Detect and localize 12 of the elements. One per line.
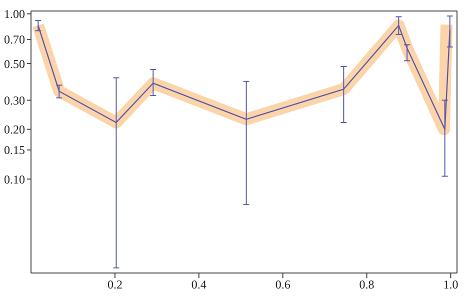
y-tick-label: 0.70 <box>4 32 25 47</box>
y-tick-label: 0.50 <box>4 56 25 71</box>
y-tick-label: 0.10 <box>4 172 25 186</box>
y-tick-label: 0.20 <box>4 122 25 137</box>
x-tick-label: 0.6 <box>275 278 290 292</box>
x-tick-label: 0.4 <box>191 278 206 292</box>
x-tick-label: 0.2 <box>107 278 122 292</box>
y-tick-label: 0.30 <box>4 93 25 108</box>
y-tick-label: 0.15 <box>4 143 25 158</box>
y-tick-label: 1.00 <box>4 7 25 22</box>
x-tick-label: 1.0 <box>443 278 458 292</box>
x-tick-label: 0.8 <box>359 278 374 292</box>
